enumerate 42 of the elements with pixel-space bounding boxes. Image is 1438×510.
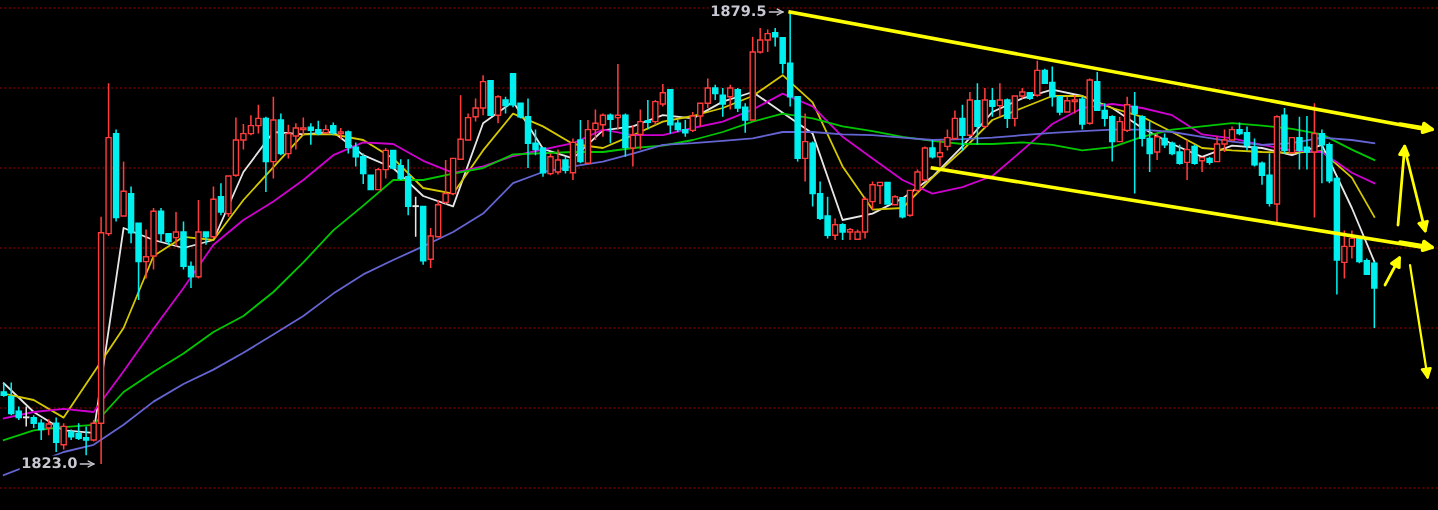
candlestick [412,196,419,238]
candlestick [419,205,427,266]
candlestick [831,217,839,241]
candlestick [974,82,981,146]
candlestick [801,112,809,183]
candlestick [996,82,1004,118]
candlestick [1273,114,1281,224]
candlestick [726,84,734,111]
candlestick [494,94,502,124]
candlestick [577,119,584,164]
candlestick [966,91,974,138]
candlestick [217,182,225,216]
candlestick [989,87,996,118]
candlestick [637,108,644,151]
candlestick [0,382,7,398]
candlestick [270,96,277,180]
candlestick [884,181,891,205]
candlestick [1288,136,1296,154]
candlestick [1079,96,1086,131]
candlestick [1026,92,1034,101]
candlestick [629,124,637,168]
candlestick [112,128,120,223]
candlestick [959,104,966,152]
candlestick [487,80,494,116]
candlestick [1311,102,1318,219]
annotation: 1823.0 [22,457,77,469]
candlestick [337,127,345,140]
candlestick [607,112,614,144]
candlestick [262,116,270,193]
candlestick [1153,132,1161,161]
candlestick [712,84,719,101]
annotation: 1879.5 [711,5,766,17]
candlestick [569,137,577,181]
candlestick [367,174,374,191]
candlestick [202,231,210,246]
candlestick [172,211,180,248]
candlestick [195,199,202,280]
candlestick [1131,91,1138,195]
candlestick [981,87,989,129]
candlestick [120,160,127,217]
candlestick [277,112,285,156]
candlestick [719,87,726,118]
